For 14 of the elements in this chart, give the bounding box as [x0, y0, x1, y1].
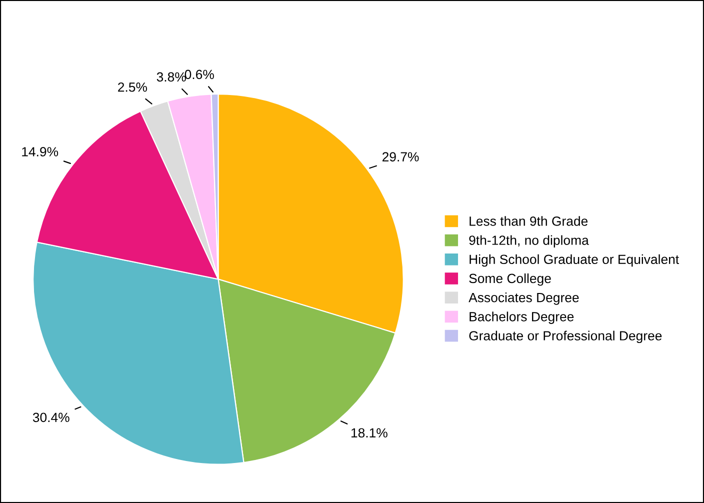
data-label: 18.1%	[351, 428, 388, 438]
data-label: 2.5%	[118, 82, 147, 92]
legend-label: Less than 9th Grade	[470, 216, 588, 226]
legend-label: Bachelors Degree	[470, 312, 574, 324]
legend-label: Graduate or Professional Degree	[469, 330, 662, 344]
data-label: 29.7%	[382, 152, 419, 162]
legend-label: Associates Degree	[468, 292, 579, 305]
data-label: 30.4%	[32, 412, 70, 422]
legend-label: Some College	[469, 273, 551, 286]
legend-label: 9th-12th, no diploma	[469, 235, 589, 248]
legend-label: High School Graduate or Equivalent	[470, 254, 679, 267]
data-label: 14.9%	[22, 147, 58, 156]
data-label: 0.6%	[184, 70, 214, 80]
data-label: 3.8%	[156, 72, 186, 82]
